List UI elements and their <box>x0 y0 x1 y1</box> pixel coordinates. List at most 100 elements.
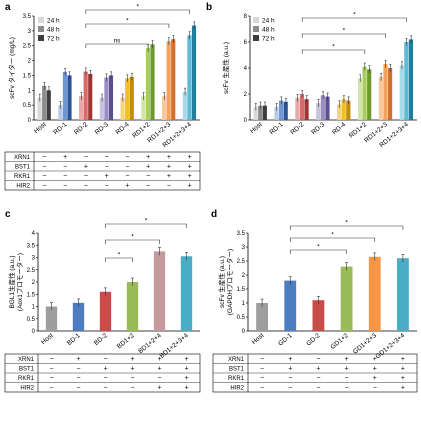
bar <box>67 75 72 120</box>
table-row-label: HIR2 <box>230 385 244 391</box>
table-cell: + <box>373 375 377 382</box>
panel-d: d 0 0.5 1 1.5 2 2.5 3 3.5 scFv 生産性 (a.u.) (GAPDHプロ… <box>211 209 418 393</box>
significance-label: * <box>145 218 148 225</box>
bar <box>180 256 193 331</box>
table-cell: − <box>125 173 129 180</box>
y-tick-label: 8 <box>244 14 248 20</box>
table-cell: − <box>130 385 134 392</box>
y-axis-label: scFv 生産性 (a.u.) <box>217 256 226 308</box>
bar <box>357 78 363 120</box>
legend-label: 24 h <box>262 18 275 25</box>
table-cell: − <box>345 375 349 382</box>
bar <box>284 280 297 331</box>
bar <box>153 251 166 331</box>
significance-label: * <box>345 220 348 227</box>
category-label: GD1+2 <box>329 332 350 351</box>
bar <box>325 96 330 120</box>
table-cell: − <box>42 154 46 161</box>
table-row-label: RKR1 <box>14 174 31 180</box>
table-cell: − <box>84 183 88 190</box>
significance-bracket <box>105 223 187 228</box>
bar <box>166 41 171 120</box>
y-tick-label: 3.5 <box>237 231 246 237</box>
panel-label: a <box>5 2 11 13</box>
y-tick-label: 3 <box>242 245 246 251</box>
significance-bracket <box>85 43 149 48</box>
y-tick-label: 6 <box>244 40 248 46</box>
table-row-label: BST1 <box>229 366 245 372</box>
bar <box>341 99 346 120</box>
table-cell: − <box>260 375 264 382</box>
bar <box>274 107 279 120</box>
table-cell: + <box>146 164 150 171</box>
panel-a: a 0 0.5 1 1.5 2 2.5 3 3.5 scFv タイター (mg/L) 24 h 48 … <box>4 2 201 191</box>
table-cell: + <box>373 356 377 363</box>
significance-bracket <box>105 239 160 244</box>
y-axis-label-2: (GAPDHプロモーター) <box>225 249 234 315</box>
y-tick-label: 2.5 <box>237 259 246 265</box>
category-label: RD-3 <box>310 121 326 136</box>
y-tick-label: 2.5 <box>27 268 36 274</box>
table-cell: + <box>288 356 292 363</box>
bar <box>295 97 300 120</box>
significance-label: * <box>317 244 320 251</box>
significance-bracket <box>85 23 170 28</box>
table-cell: − <box>260 385 264 392</box>
panel-b: b 0 2 4 6 8 scFv 生産性 (a.u.) 24 h 48 h 72 h Host RD-… <box>206 2 417 149</box>
table-cell: − <box>63 164 67 171</box>
y-axis-label: scFv 生産性 (a.u.) <box>221 42 230 94</box>
bar <box>120 97 125 120</box>
y-axis-label: scFv タイター (mg/L) <box>7 37 16 99</box>
bar <box>141 96 146 120</box>
table-cell: − <box>103 385 107 392</box>
panel-label: b <box>206 2 212 13</box>
bar <box>383 64 388 120</box>
significance-bracket <box>289 225 404 230</box>
bar <box>316 103 321 120</box>
table-cell: + <box>184 375 188 382</box>
panel-label: d <box>211 209 217 220</box>
y-tick-label: 0.5 <box>27 317 36 323</box>
table-row-label: HIR2 <box>20 385 34 391</box>
bar <box>126 282 139 331</box>
table-cell: − <box>49 375 53 382</box>
bar <box>320 95 325 120</box>
bar <box>99 97 104 120</box>
bar <box>182 91 187 120</box>
bar <box>191 25 197 120</box>
bar <box>258 105 263 120</box>
table-cell: + <box>167 154 171 161</box>
table-cell: − <box>125 154 129 161</box>
bar <box>62 71 68 120</box>
significance-bracket <box>301 17 407 22</box>
table-cell: − <box>167 183 171 190</box>
bar <box>362 66 367 120</box>
bar <box>387 68 393 120</box>
bar <box>108 75 114 120</box>
legend-label: 72 h <box>262 36 275 43</box>
table-cell: + <box>188 154 192 161</box>
category-label: GD1+2+3 <box>352 332 378 356</box>
y-tick-label: 4 <box>32 231 36 237</box>
bar <box>83 71 88 120</box>
table-cell: − <box>316 385 320 392</box>
table-cell: − <box>130 375 134 382</box>
table-cell: + <box>188 173 192 180</box>
y-tick-label: 2 <box>244 92 248 98</box>
bar <box>279 100 284 120</box>
table-row-label: XRN1 <box>18 357 35 363</box>
table-cell: − <box>105 183 109 190</box>
table-cell: + <box>345 366 349 373</box>
legend-swatch <box>38 26 44 32</box>
bar <box>304 99 309 120</box>
bar <box>299 94 305 120</box>
bar <box>125 78 130 120</box>
category-label: Host <box>251 332 266 346</box>
table-cell: − <box>42 164 46 171</box>
significance-label: * <box>131 234 134 241</box>
table-cell: + <box>184 356 188 363</box>
bar <box>37 97 42 120</box>
table-cell: − <box>157 375 161 382</box>
table-cell: + <box>167 164 171 171</box>
